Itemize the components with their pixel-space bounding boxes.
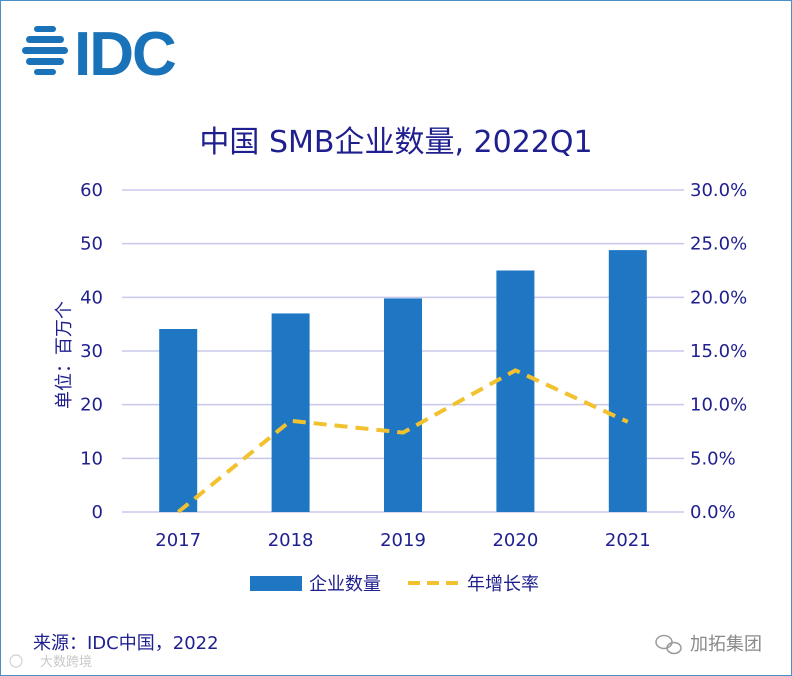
legend-label-line: 年增长率 <box>467 574 539 595</box>
y-tick-label: 0 <box>92 502 103 523</box>
y2-tick-label: 25.0% <box>690 234 747 255</box>
x-tick-label: 2021 <box>605 530 651 551</box>
y2-tick-label: 5.0% <box>690 448 736 469</box>
idc-logo-globe-icon <box>22 26 68 75</box>
bar <box>159 328 198 512</box>
bar <box>384 298 422 512</box>
watermark-text: 大数跨境 <box>40 655 92 670</box>
bar-series <box>159 250 647 512</box>
x-axis-ticks: 2017 2018 2019 2020 2021 <box>155 530 650 551</box>
x-tick-label: 2018 <box>268 530 314 551</box>
bottom-watermark: 大数跨境 <box>9 654 92 670</box>
source-note: 来源：IDC中国，2022 <box>33 633 219 654</box>
y-axis-ticks: 0 10 20 30 40 50 60 <box>80 180 103 523</box>
x-tick-label: 2017 <box>155 530 201 551</box>
bar <box>271 313 310 512</box>
y-axis-title: 单位：百万个 <box>54 301 75 409</box>
wechat-icon <box>655 634 682 655</box>
idc-logo: IDC <box>22 20 178 89</box>
bar <box>608 250 647 512</box>
x-tick-label: 2020 <box>492 530 538 551</box>
bar <box>496 270 535 512</box>
y2-tick-label: 30.0% <box>690 180 747 201</box>
line-series <box>176 368 629 514</box>
y-tick-label: 10 <box>80 448 103 469</box>
wechat-watermark: 加拓集团 <box>655 634 762 655</box>
chart-title: 中国 SMB企业数量, 2022Q1 <box>199 125 592 160</box>
y2-axis-ticks: 0.0% 5.0% 10.0% 15.0% 20.0% 25.0% 30.0% <box>690 180 747 523</box>
y-tick-label: 30 <box>80 341 103 362</box>
legend-label-bar: 企业数量 <box>309 574 381 595</box>
y2-tick-label: 0.0% <box>690 502 736 523</box>
y-tick-label: 50 <box>80 234 103 255</box>
watermark-logo-icon <box>9 654 23 668</box>
y-tick-label: 20 <box>80 395 103 416</box>
legend-swatch-bar <box>250 576 302 591</box>
idc-logo-text: IDC <box>74 20 176 89</box>
legend: 企业数量 年增长率 <box>250 574 539 595</box>
y2-tick-label: 15.0% <box>690 341 747 362</box>
y-tick-label: 40 <box>80 287 103 308</box>
wechat-brand: 加拓集团 <box>690 634 762 655</box>
y-tick-label: 60 <box>80 180 103 201</box>
growth-rate-line <box>176 368 629 514</box>
x-tick-label: 2019 <box>380 530 426 551</box>
y2-tick-label: 20.0% <box>690 287 747 308</box>
y2-tick-label: 10.0% <box>690 395 747 416</box>
